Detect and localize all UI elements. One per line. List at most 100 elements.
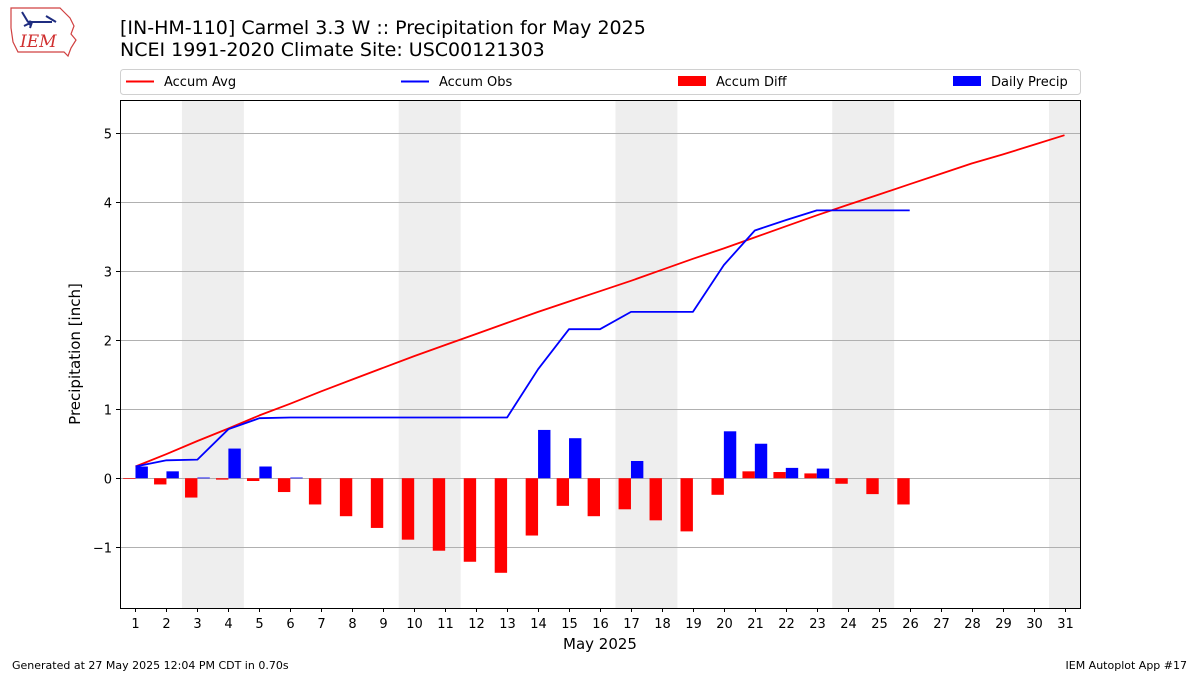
accum-diff-bar <box>680 478 693 532</box>
accum-diff-bar <box>308 478 322 505</box>
x-tick-label: 10 <box>406 617 423 632</box>
accum-diff-bar <box>804 473 817 479</box>
plot-frame <box>120 100 1081 609</box>
accum-diff-bar <box>587 478 600 517</box>
legend-item: Accum Diff <box>678 75 788 90</box>
iem-logo: IEM <box>10 7 77 58</box>
x-tick-label: 19 <box>685 617 702 632</box>
accum-diff-bar <box>463 478 477 562</box>
x-tick-label: 6 <box>286 617 294 632</box>
accum-diff-bar <box>432 478 446 551</box>
chart-title: [IN-HM-110] Carmel 3.3 W :: Precipitatio… <box>120 17 646 39</box>
legend-bar-swatch <box>953 76 981 86</box>
legend: Accum Avg Accum Obs Accum Diff Daily Precip <box>120 69 1081 95</box>
accum-diff-bar <box>246 478 260 481</box>
x-tick-label: 21 <box>747 617 764 632</box>
y-tick-label: 1 <box>104 404 112 419</box>
accum-diff-bar <box>185 478 198 498</box>
x-axis-label: May 2025 <box>563 635 637 653</box>
daily-precip-bar <box>259 466 272 479</box>
accum-diff-bar <box>123 478 136 479</box>
accum-diff-bar <box>494 478 508 573</box>
accum-diff-bar <box>711 478 724 495</box>
accum-diff-bar <box>277 478 291 493</box>
x-tick-label: 27 <box>933 617 950 632</box>
x-tick-label: 23 <box>809 617 826 632</box>
daily-precip-bar <box>816 468 830 479</box>
x-tick-label: 18 <box>654 617 671 632</box>
x-tick-label: 26 <box>902 617 919 632</box>
accum-diff-bar <box>370 478 384 528</box>
legend-frame <box>120 69 1081 95</box>
x-tick-label: 3 <box>193 617 201 632</box>
x-tick-label: 20 <box>716 617 733 632</box>
y-tick-label: 2 <box>104 335 112 350</box>
accum-obs-line <box>135 209 910 468</box>
accum-diff-bars <box>123 471 910 573</box>
y-tick-label: 4 <box>104 197 112 212</box>
legend-label: Accum Avg <box>164 75 236 90</box>
x-tick-label: 1 <box>131 617 139 632</box>
accum-diff-bar <box>649 478 662 521</box>
y-tick-label: 0 <box>104 473 112 488</box>
legend-label: Accum Diff <box>716 75 788 90</box>
y-tick-label: −1 <box>93 542 112 557</box>
accum-diff-bar <box>525 478 539 536</box>
legend-item: Accum Avg <box>126 75 236 90</box>
x-tick-label: 28 <box>964 617 981 632</box>
x-tick-label: 4 <box>224 617 232 632</box>
series-lines <box>135 134 1065 468</box>
x-tick-label: 17 <box>623 617 640 632</box>
daily-precip-bar <box>166 471 179 479</box>
x-tick-label: 25 <box>871 617 888 632</box>
legend-item: Daily Precip <box>953 75 1068 90</box>
accum-diff-bar <box>154 478 167 485</box>
x-tick-label: 8 <box>348 617 356 632</box>
daily-precip-bars <box>135 429 830 479</box>
generated-timestamp: Generated at 27 May 2025 12:04 PM CDT in… <box>12 659 289 672</box>
x-axis: 1 2 3 4 5 6 7 8 9 10 11 12 13 14 15 16 17 18 19 20 21 22 23 24 2… <box>131 608 1074 632</box>
x-tick-label: 7 <box>317 617 325 632</box>
x-tick-label: 15 <box>561 617 578 632</box>
x-tick-label: 22 <box>778 617 795 632</box>
legend-bar-swatch <box>678 76 706 86</box>
x-tick-label: 14 <box>530 617 547 632</box>
x-tick-label: 29 <box>995 617 1012 632</box>
y-tick-label: 3 <box>104 266 112 281</box>
accum-diff-bar <box>742 471 755 479</box>
daily-precip-bar <box>538 429 551 479</box>
x-tick-label: 2 <box>162 617 170 632</box>
x-tick-label: 11 <box>437 617 454 632</box>
accum-diff-bar <box>618 478 631 510</box>
y-tick-label: 5 <box>104 128 112 143</box>
weekend-band <box>832 100 895 608</box>
weekend-band <box>181 100 244 608</box>
weather-vane-icon <box>21 11 57 29</box>
accum-avg-line <box>135 134 1065 468</box>
weekend-band <box>1049 100 1080 608</box>
app-label: IEM Autoplot App #17 <box>1065 659 1188 672</box>
y-axis-label: Precipitation [inch] <box>66 283 84 425</box>
weather-vane-hub-icon <box>27 20 33 26</box>
accum-diff-bar <box>339 478 353 517</box>
logo-text: IEM <box>19 32 57 52</box>
accum-diff-bar <box>835 478 848 484</box>
x-tick-label: 12 <box>468 617 485 632</box>
daily-precip-bar <box>785 467 799 479</box>
x-tick-label: 13 <box>499 617 516 632</box>
daily-precip-bar <box>197 477 210 479</box>
accum-diff-bar <box>897 478 910 505</box>
x-tick-label: 30 <box>1026 617 1043 632</box>
x-tick-label: 5 <box>255 617 263 632</box>
x-tick-label: 31 <box>1057 617 1074 632</box>
x-tick-label: 9 <box>379 617 387 632</box>
weekend-band <box>615 100 678 608</box>
daily-precip-bar <box>135 466 148 479</box>
daily-precip-bar <box>228 448 241 479</box>
y-axis: −1 0 1 2 3 4 5 <box>93 128 120 557</box>
daily-precip-bar <box>290 477 303 479</box>
weekend-bands <box>181 100 1080 608</box>
accum-diff-bar <box>216 478 229 480</box>
accum-diff-bar <box>556 478 570 506</box>
